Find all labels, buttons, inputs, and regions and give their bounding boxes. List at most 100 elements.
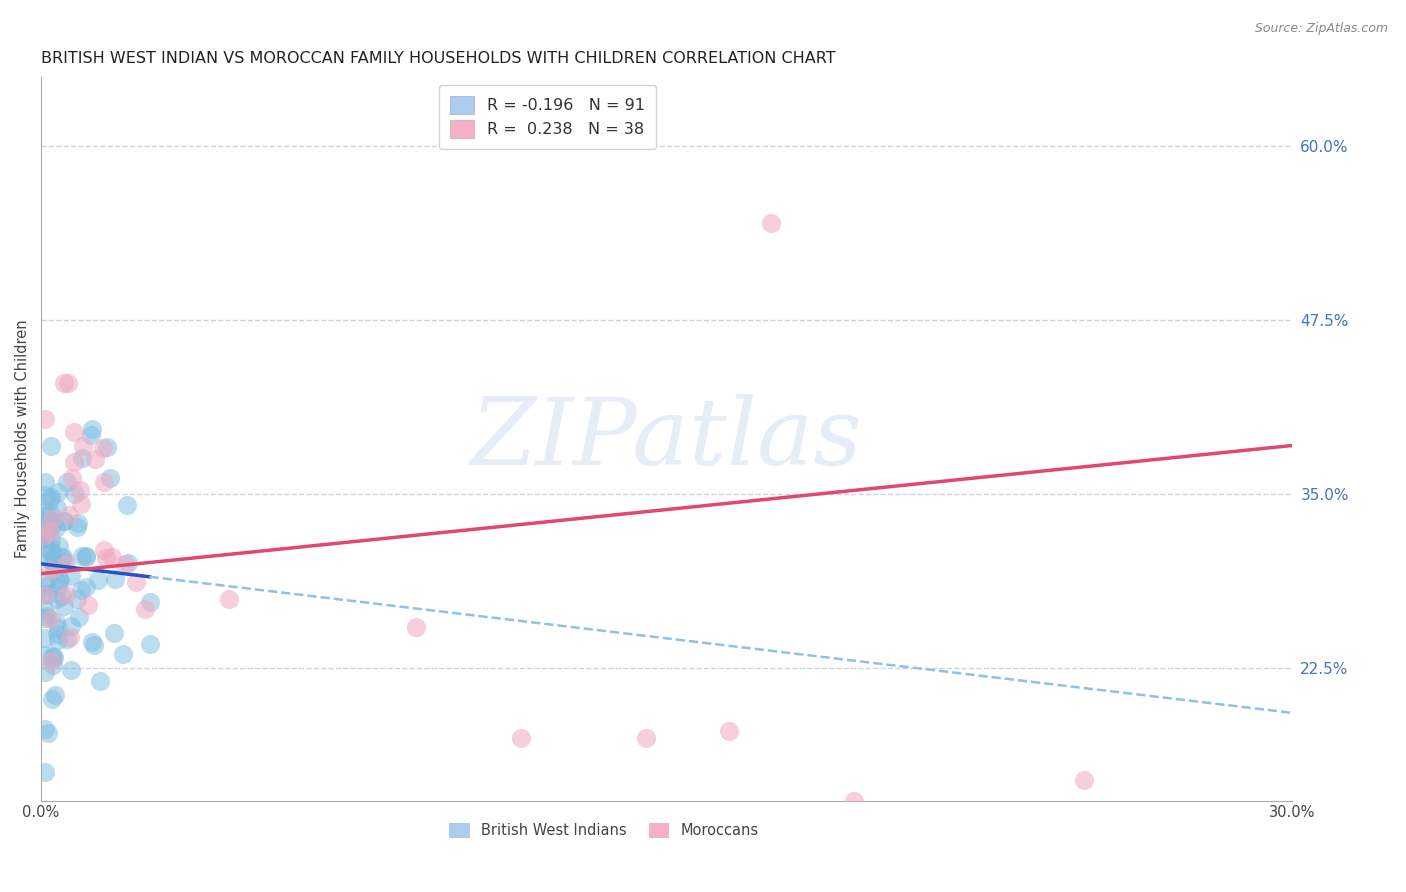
Point: [46, 500, 69, 515]
Text: Source: ZipAtlas.com: Source: ZipAtlas.com: [1254, 22, 1388, 36]
Point: [38, 524, 60, 539]
Point: [60, 569, 83, 583]
Point: [844, 793, 866, 807]
Point: [34, 648, 56, 663]
Point: [39, 533, 62, 547]
Point: [39, 493, 62, 508]
Point: [45, 521, 67, 535]
Point: [101, 549, 124, 564]
Point: [45, 615, 67, 629]
Point: [41, 657, 63, 672]
Point: [34, 412, 56, 426]
Point: [48, 539, 70, 553]
Point: [41, 557, 63, 571]
Point: [58, 508, 80, 523]
Point: [34, 632, 56, 646]
Point: [51, 550, 73, 565]
Point: [218, 591, 240, 606]
Point: [56, 475, 79, 489]
Point: [138, 637, 160, 651]
Point: [46, 633, 69, 648]
Point: [70, 582, 93, 597]
Point: [34, 588, 56, 602]
Point: [75, 550, 97, 565]
Point: [34, 531, 56, 545]
Point: [134, 601, 156, 615]
Point: [52, 514, 75, 528]
Point: [42, 651, 65, 665]
Point: [93, 475, 115, 489]
Point: [44, 649, 66, 664]
Point: [59, 618, 82, 632]
Point: [46, 592, 69, 607]
Point: [69, 483, 91, 497]
Point: [34, 487, 56, 501]
Point: [53, 555, 76, 569]
Point: [70, 549, 93, 564]
Point: [49, 574, 72, 588]
Point: [48, 572, 70, 586]
Point: [52, 549, 75, 564]
Point: [34, 603, 56, 617]
Point: [759, 216, 782, 230]
Point: [96, 440, 118, 454]
Point: [69, 497, 91, 511]
Point: [44, 689, 66, 703]
Point: [63, 455, 86, 469]
Point: [38, 506, 60, 520]
Point: [66, 520, 89, 534]
Point: [75, 580, 97, 594]
Point: [39, 521, 62, 535]
Point: [67, 610, 90, 624]
Legend: British West Indians, Moroccans: British West Indians, Moroccans: [443, 817, 765, 844]
Point: [55, 588, 77, 602]
Text: ZIPatlas: ZIPatlas: [471, 393, 862, 483]
Point: [34, 505, 56, 519]
Point: [34, 528, 56, 542]
Point: [718, 723, 741, 738]
Point: [34, 575, 56, 590]
Point: [59, 631, 82, 645]
Point: [117, 557, 139, 571]
Point: [41, 563, 63, 577]
Point: [35, 609, 58, 624]
Point: [60, 663, 83, 677]
Point: [82, 422, 104, 436]
Point: [34, 528, 56, 542]
Point: [63, 487, 86, 501]
Point: [87, 573, 110, 587]
Point: [34, 475, 56, 489]
Point: [60, 471, 83, 485]
Point: [53, 515, 76, 529]
Point: [79, 428, 101, 442]
Point: [84, 452, 107, 467]
Point: [44, 516, 66, 530]
Point: [83, 638, 105, 652]
Point: [39, 654, 62, 668]
Point: [34, 508, 56, 523]
Point: [138, 595, 160, 609]
Point: [112, 647, 135, 661]
Point: [96, 551, 118, 566]
Point: [66, 516, 89, 530]
Point: [34, 665, 56, 680]
Point: [66, 592, 89, 607]
Point: [56, 632, 79, 647]
Point: [58, 376, 80, 390]
Point: [91, 441, 114, 455]
Point: [38, 553, 60, 567]
Point: [41, 511, 63, 525]
Point: [98, 471, 121, 485]
Point: [46, 627, 69, 641]
Point: [75, 549, 97, 563]
Point: [37, 726, 59, 740]
Point: [39, 545, 62, 559]
Point: [39, 612, 62, 626]
Point: [52, 599, 75, 613]
Point: [34, 723, 56, 737]
Point: [124, 574, 146, 589]
Point: [34, 587, 56, 601]
Point: [38, 544, 60, 558]
Point: [63, 425, 86, 439]
Point: [89, 673, 111, 688]
